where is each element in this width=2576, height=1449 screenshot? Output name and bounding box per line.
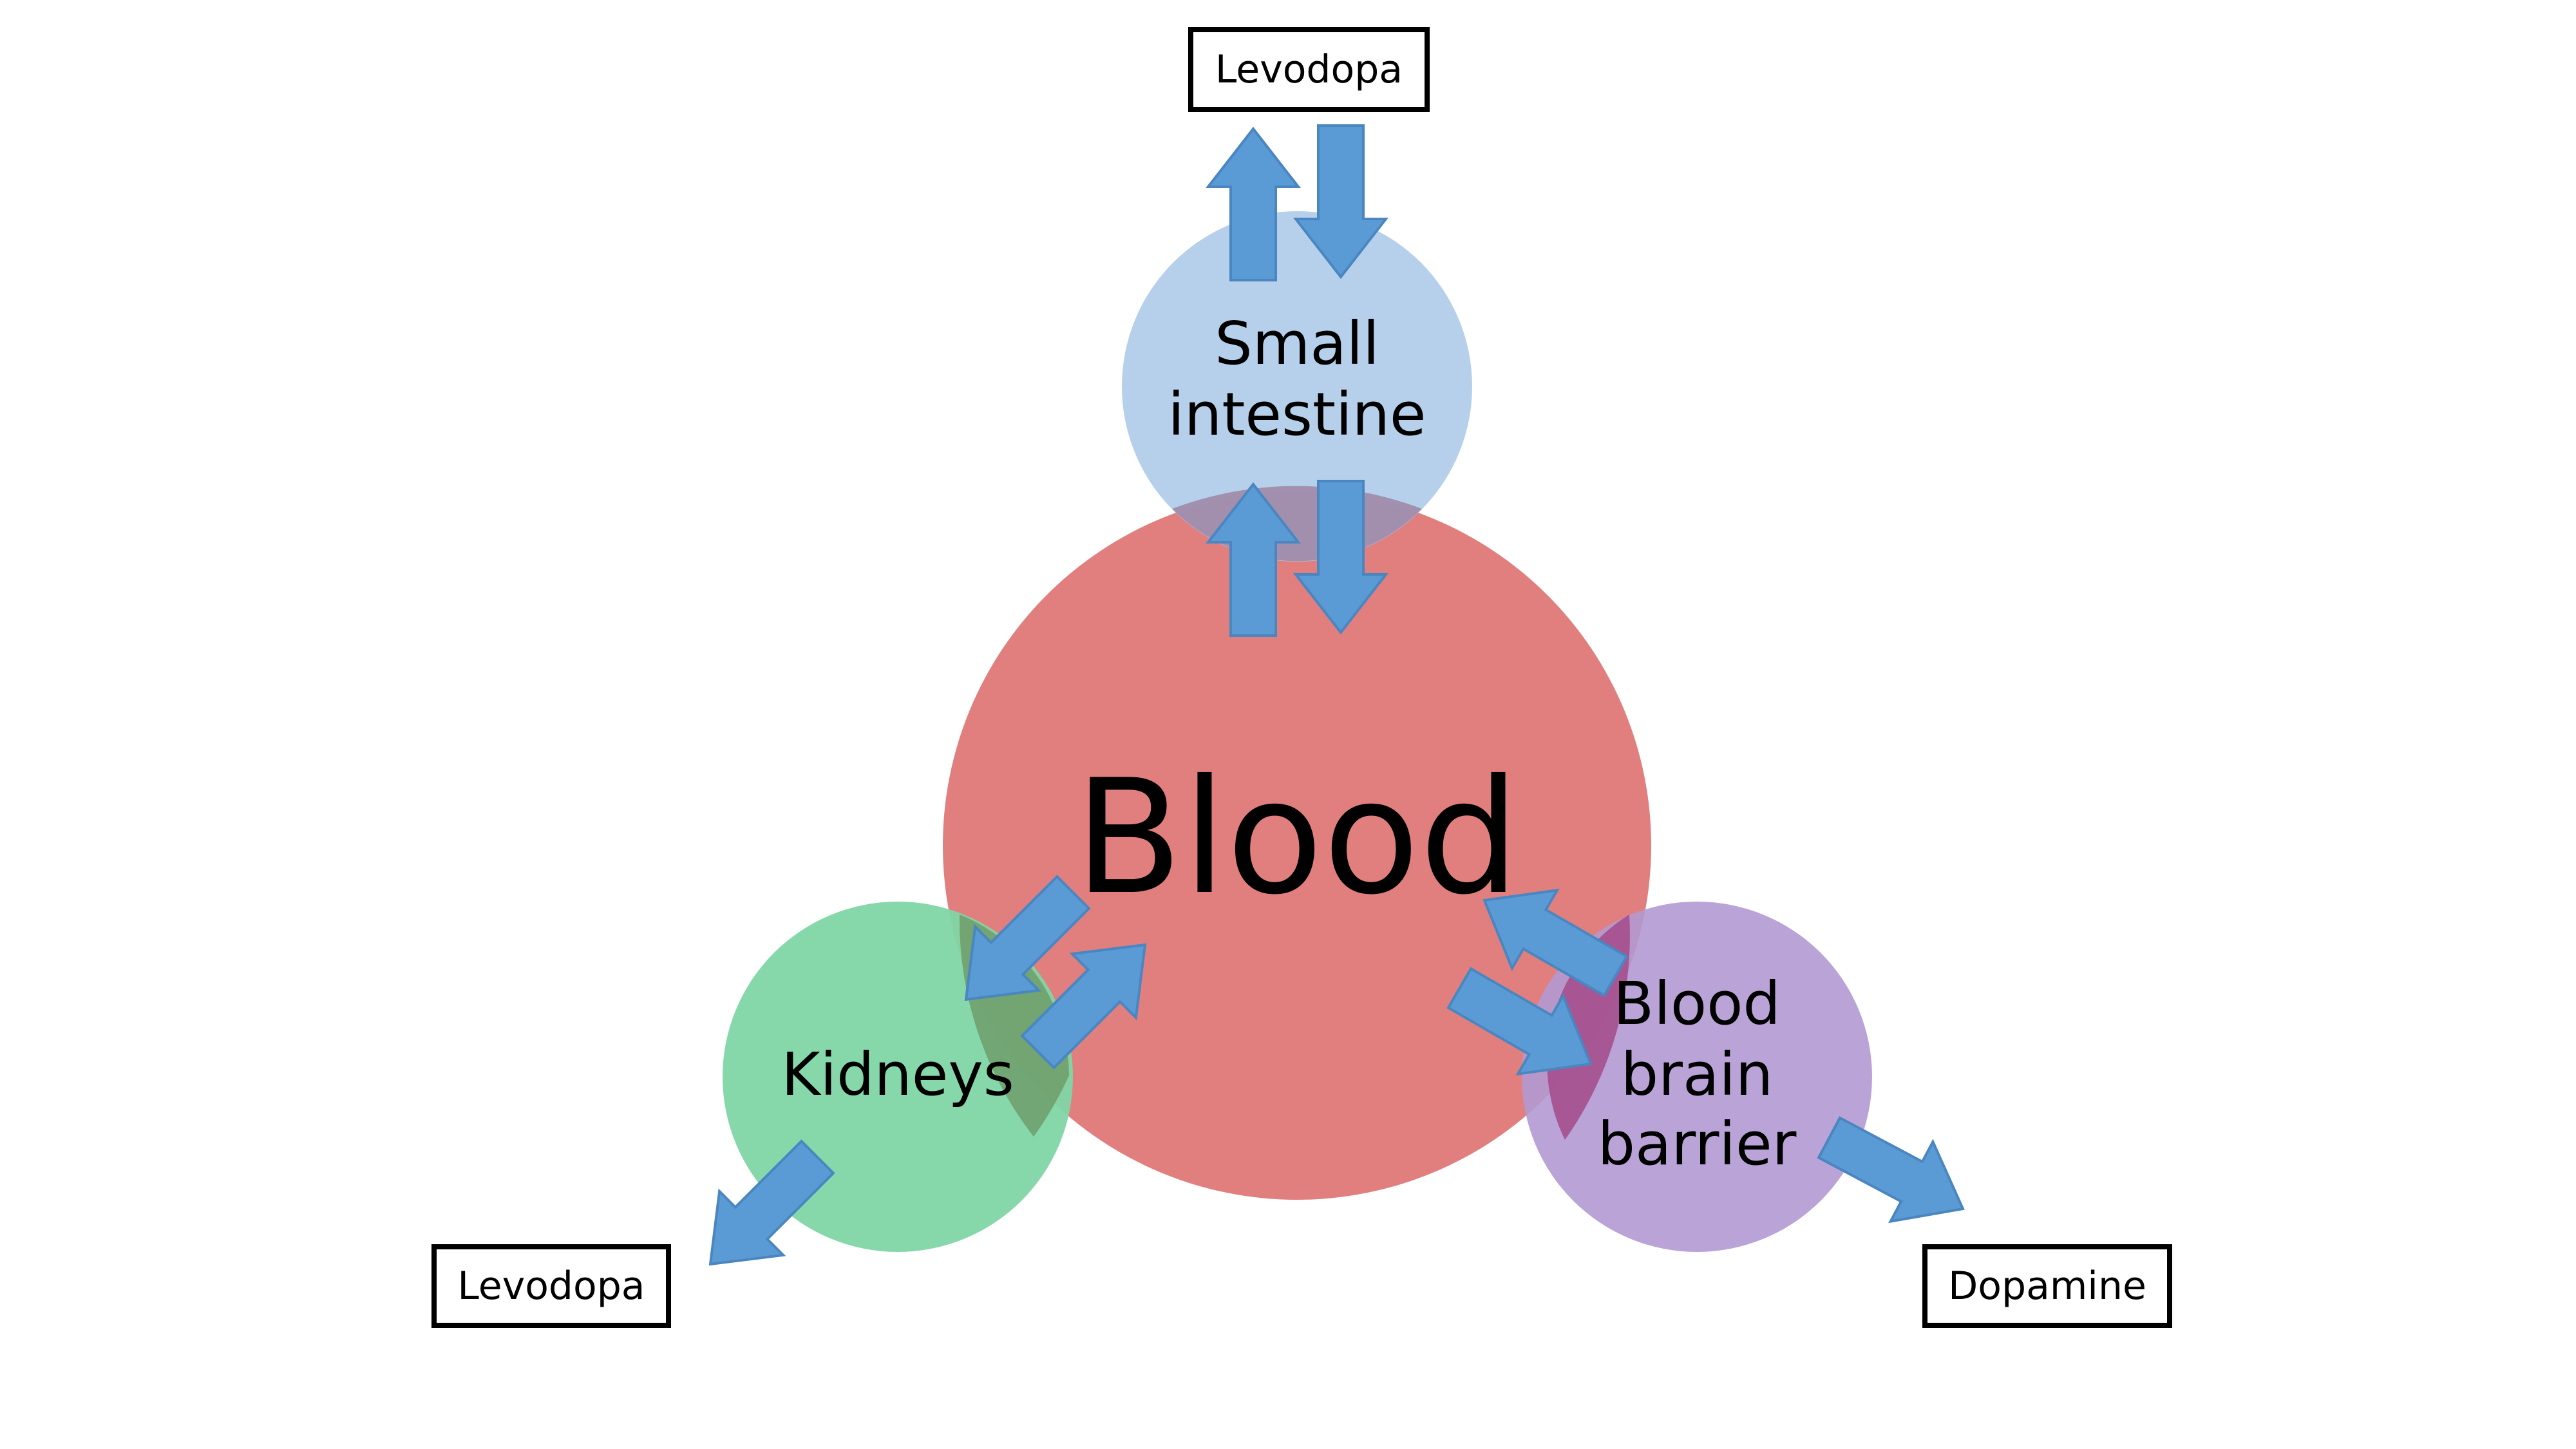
bbb-label-line3: barrier bbox=[1598, 1110, 1797, 1179]
bbb-label-line1: Blood bbox=[1613, 969, 1781, 1038]
dopamine-label: Dopamine bbox=[1948, 1264, 2146, 1309]
small-intestine-label-line1: Small bbox=[1215, 309, 1379, 378]
levodopa-left-box: Levodopa bbox=[431, 1244, 671, 1328]
blood-label: Blood bbox=[1074, 746, 1519, 929]
small-intestine-label-line2: intestine bbox=[1168, 380, 1426, 449]
small-intestine-circle bbox=[1122, 211, 1472, 562]
bbb-label-line2: brain bbox=[1621, 1040, 1773, 1109]
dopamine-box: Dopamine bbox=[1922, 1244, 2172, 1328]
levodopa-top-label: Levodopa bbox=[1215, 47, 1403, 92]
kidneys-label: Kidneys bbox=[781, 1040, 1014, 1109]
levodopa-top-box: Levodopa bbox=[1188, 27, 1430, 112]
levodopa-left-label: Levodopa bbox=[457, 1264, 645, 1309]
